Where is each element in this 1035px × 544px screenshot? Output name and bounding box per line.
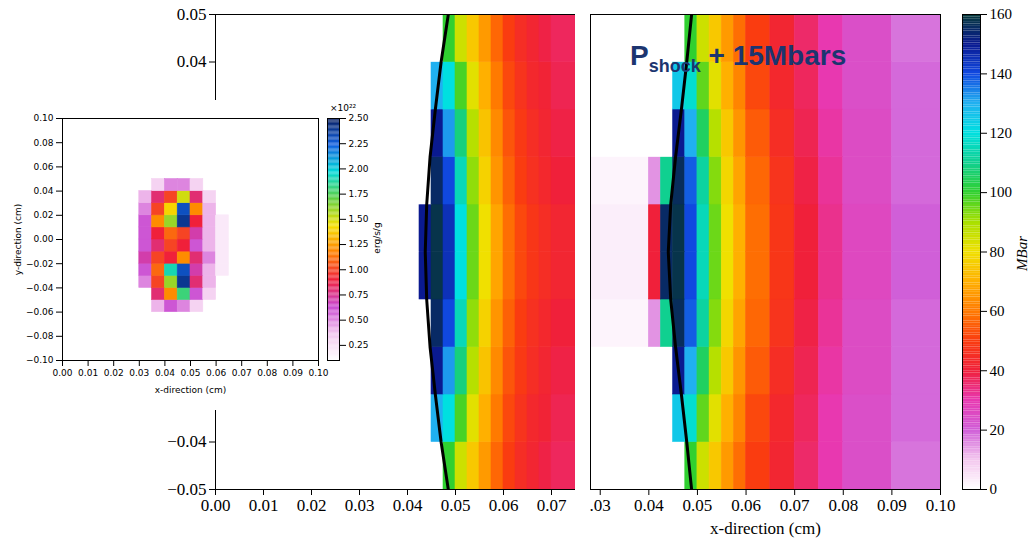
svg-text:0.08: 0.08 [257,368,277,378]
svg-text:40: 40 [990,363,1005,379]
svg-text:−0.04: −0.04 [167,432,207,451]
svg-text:0.05: 0.05 [177,5,207,24]
svg-text:0.05: 0.05 [180,368,200,378]
svg-text:0.07: 0.07 [232,368,252,378]
svg-text:0.08: 0.08 [828,496,858,515]
svg-text:x-direction (cm): x-direction (cm) [710,519,821,538]
svg-text:0.09: 0.09 [877,496,907,515]
svg-text:0.00: 0.00 [33,234,53,244]
svg-text:0.06: 0.06 [731,496,761,515]
svg-text:0.01: 0.01 [249,496,279,515]
svg-text:160: 160 [990,6,1013,22]
svg-text:20: 20 [990,422,1005,438]
svg-text:1.00: 1.00 [349,265,369,275]
svg-text:0.04: 0.04 [33,186,53,196]
svg-text:0.07: 0.07 [537,496,567,515]
svg-text:0: 0 [990,481,998,497]
svg-text:0.07: 0.07 [780,496,810,515]
svg-text:0.06: 0.06 [33,162,53,172]
svg-text:0.05: 0.05 [683,496,713,515]
svg-text:0.01: 0.01 [78,368,98,378]
svg-text:1.25: 1.25 [349,239,369,249]
svg-text:2.25: 2.25 [349,139,369,149]
svg-text:y-direction (cm): y-direction (cm) [13,204,23,275]
html-text:×10²²: ×10²² [330,103,357,113]
svg-text:0.75: 0.75 [349,290,369,300]
svg-text:0.04: 0.04 [177,52,207,71]
svg-text:−0.08: −0.08 [26,331,54,341]
html-text:MBar: MBar [1013,236,1030,271]
svg-text:0.04: 0.04 [634,496,664,515]
svg-text:0.02: 0.02 [104,368,124,378]
svg-text:0.04: 0.04 [155,368,175,378]
svg-text:0.10: 0.10 [926,496,956,515]
svg-text:60: 60 [990,303,1005,319]
svg-text:0.06: 0.06 [206,368,226,378]
svg-text:0.00: 0.00 [201,496,231,515]
svg-text:0.02: 0.02 [33,210,53,220]
svg-text:−0.06: −0.06 [26,307,54,317]
svg-text:−0.05: −0.05 [167,479,207,499]
svg-text:0.00: 0.00 [52,368,72,378]
svg-text:−0.02: −0.02 [26,259,54,269]
svg-text:0.03: 0.03 [129,368,149,378]
svg-text:x-direction (cm): x-direction (cm) [155,385,227,395]
svg-text:0.04: 0.04 [393,496,423,515]
svg-text:1.50: 1.50 [349,214,369,224]
svg-text:−0.04: −0.04 [26,283,54,293]
svg-text:0.08: 0.08 [33,138,53,148]
svg-text:0.10: 0.10 [33,113,53,123]
svg-text:0.06: 0.06 [489,496,519,515]
svg-text:0.03: 0.03 [345,496,375,515]
svg-text:−0.10: −0.10 [26,355,54,365]
svg-text:120: 120 [990,125,1013,141]
svg-text:.03: .03 [590,496,611,515]
svg-text:1.75: 1.75 [349,189,369,199]
svg-text:2.50: 2.50 [349,113,369,123]
svg-text:0.10: 0.10 [308,368,328,378]
svg-text:0.02: 0.02 [297,496,327,515]
svg-text:0.50: 0.50 [349,315,369,325]
svg-text:0.25: 0.25 [349,340,369,350]
svg-text:0.09: 0.09 [283,368,303,378]
svg-text:100: 100 [990,184,1013,200]
html-text:Pshock+ 15Mbars: Pshock+ 15Mbars [630,40,847,76]
svg-text:140: 140 [990,66,1013,82]
svg-text:2.00: 2.00 [349,164,369,174]
svg-text:80: 80 [990,244,1005,260]
svg-text:0.05: 0.05 [441,496,471,515]
html-text:erg/s/g: erg/s/g [372,222,382,254]
